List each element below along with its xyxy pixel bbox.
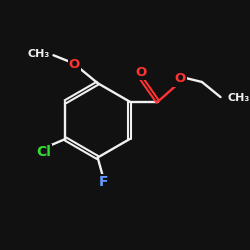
Text: O: O	[174, 72, 186, 86]
Text: CH₃: CH₃	[28, 49, 50, 59]
Text: O: O	[69, 58, 80, 71]
Text: F: F	[99, 175, 108, 189]
Text: O: O	[136, 66, 147, 79]
Text: Cl: Cl	[36, 146, 51, 160]
Text: CH₃: CH₃	[228, 93, 250, 103]
